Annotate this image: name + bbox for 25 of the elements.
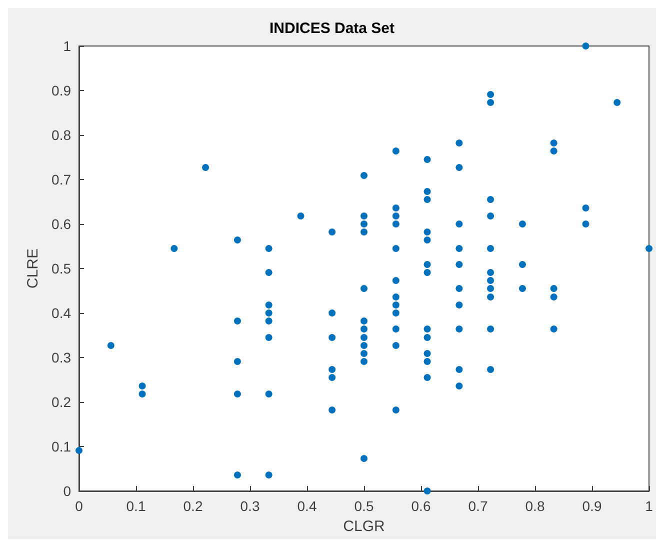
x-tick-label: 0.8 bbox=[525, 498, 545, 514]
y-tick-label: 0.3 bbox=[52, 350, 72, 366]
y-tick-label: 0.9 bbox=[52, 82, 72, 98]
y-axis-title: CLRE bbox=[24, 248, 42, 289]
y-tick-label: 0.8 bbox=[52, 127, 72, 143]
x-tick-label: 0.4 bbox=[297, 498, 317, 514]
x-axis-title: CLGR bbox=[343, 518, 385, 535]
y-tick-label: 0.6 bbox=[52, 216, 72, 232]
chart-title: INDICES Data Set bbox=[269, 20, 395, 37]
x-tick-label: 0.3 bbox=[240, 498, 260, 514]
y-tick-label: 1 bbox=[63, 38, 72, 54]
x-tick-label: 1 bbox=[645, 498, 654, 514]
x-tick-label: 0 bbox=[75, 498, 84, 514]
x-tick-label: 0.1 bbox=[126, 498, 146, 514]
y-tick-label: 0.7 bbox=[52, 172, 72, 188]
x-tick-label: 0.5 bbox=[354, 498, 374, 514]
x-tick-label: 0.9 bbox=[582, 498, 602, 514]
x-tick-label: 0.7 bbox=[468, 498, 488, 514]
y-tick-label: 0 bbox=[63, 483, 72, 499]
y-tick-label: 0.2 bbox=[52, 394, 72, 410]
y-tick-label: 0.4 bbox=[52, 305, 72, 321]
y-tick-label: 0.5 bbox=[52, 260, 72, 276]
y-tick-label: 0.1 bbox=[52, 438, 72, 454]
x-tick-label: 0.2 bbox=[183, 498, 203, 514]
x-tick-label: 0.6 bbox=[411, 498, 431, 514]
